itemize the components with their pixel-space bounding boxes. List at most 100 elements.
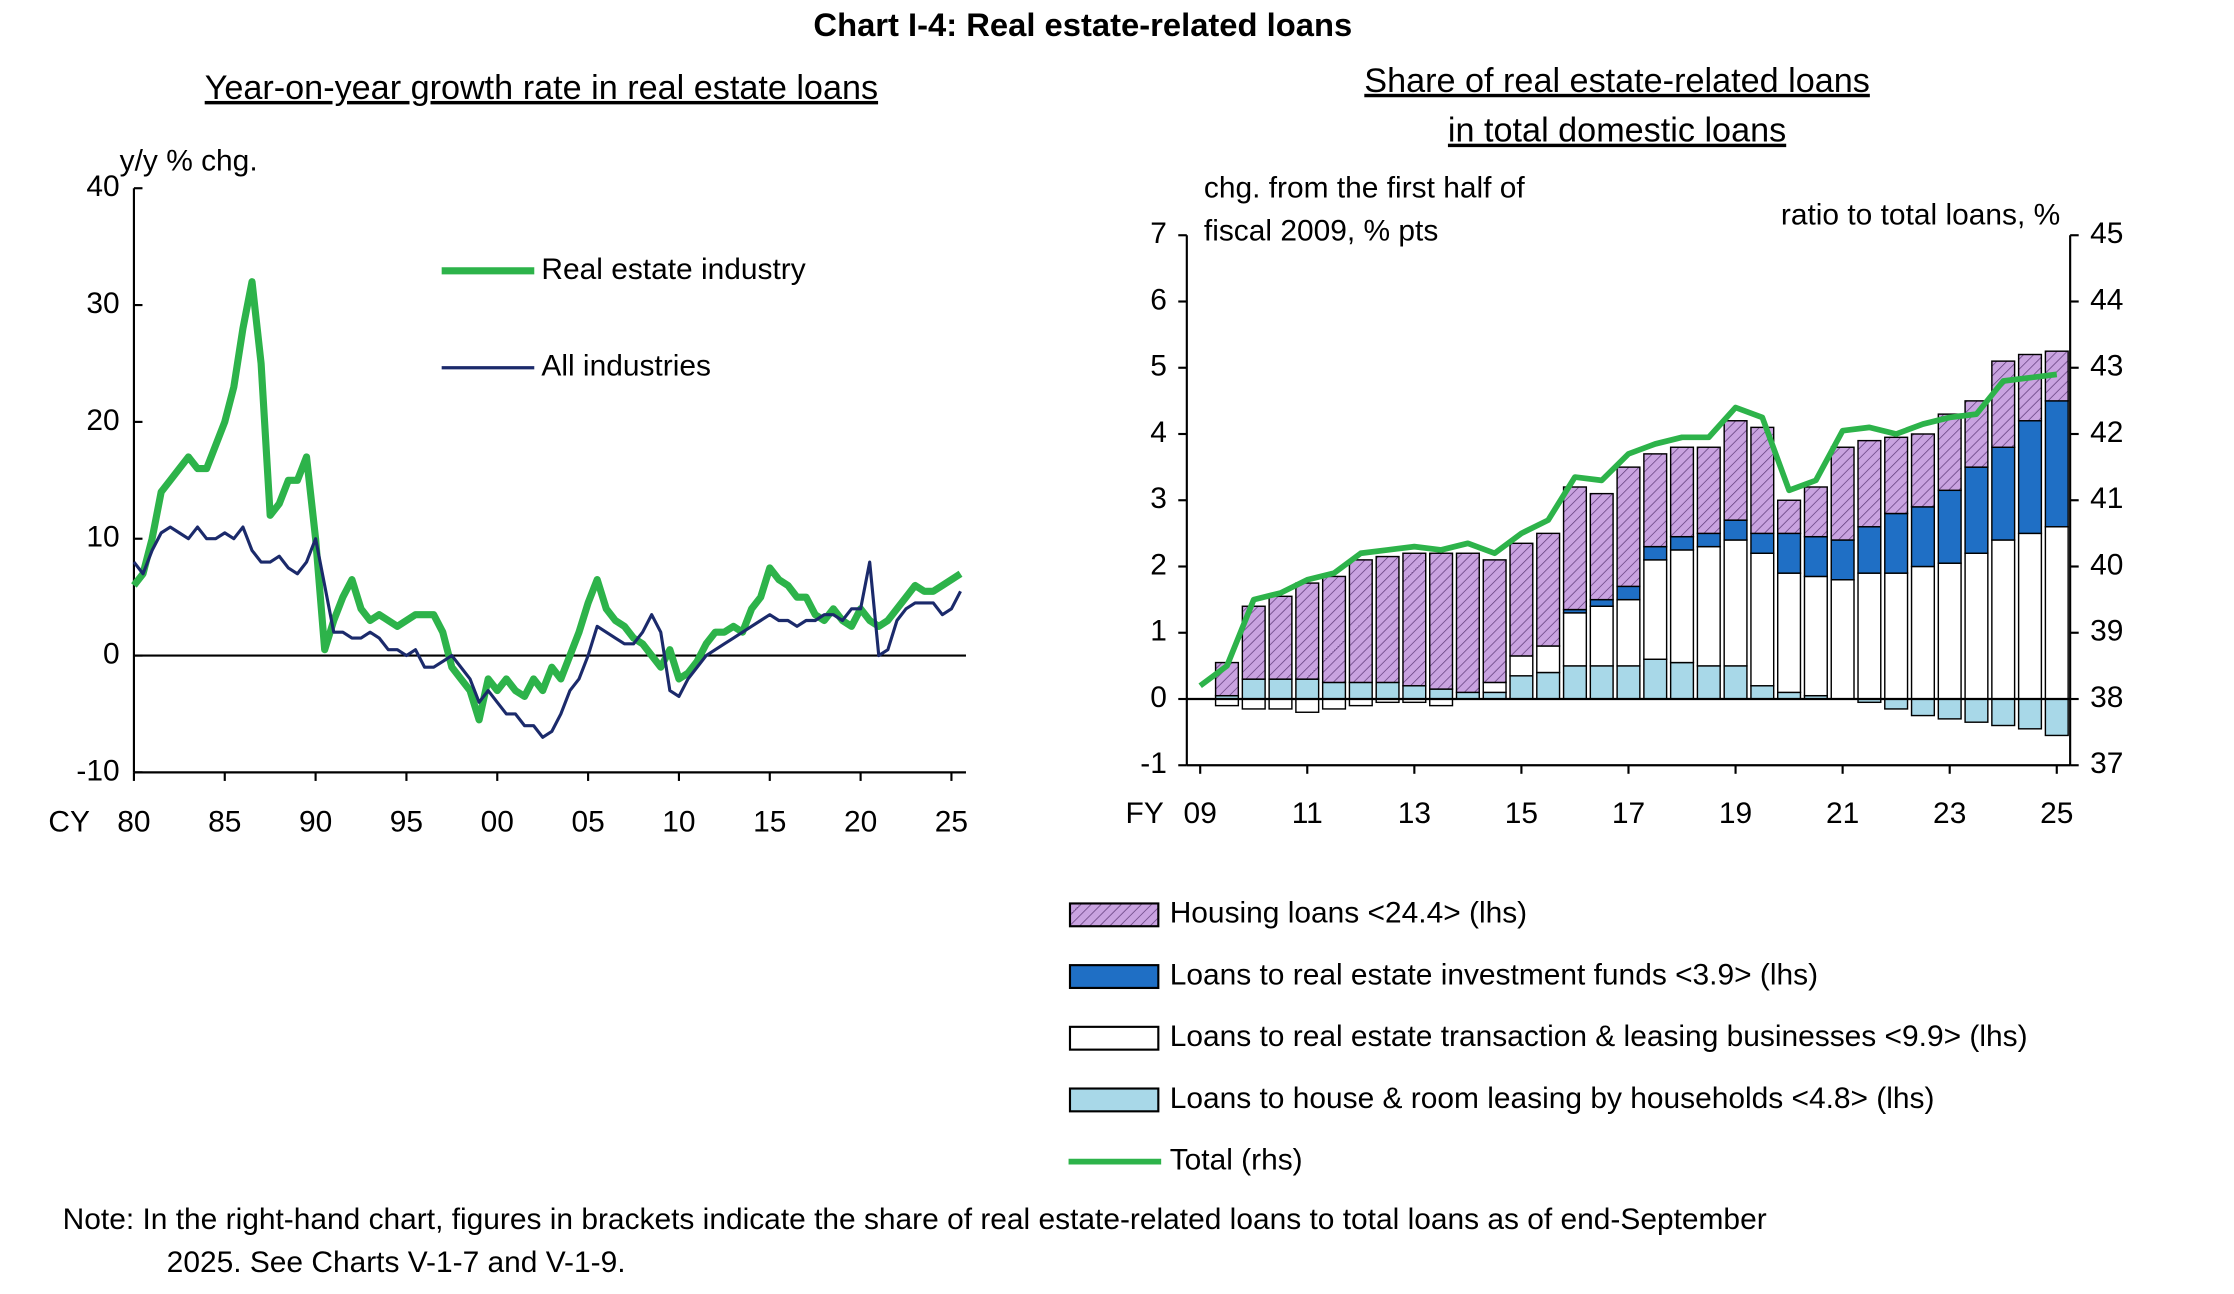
page-title: Chart I-4: Real estate-related loans	[813, 6, 1352, 43]
y2-tick-label: 40	[2090, 548, 2123, 581]
y-tick-label: 6	[1150, 283, 1167, 316]
x-tick-label: 25	[2040, 797, 2073, 830]
bar-segment	[1696, 446, 1721, 535]
bar-segment	[1750, 426, 1775, 535]
x-tick-label: 13	[1398, 797, 1431, 830]
bar-segment	[1589, 665, 1614, 700]
bar-segment	[1643, 545, 1668, 561]
bar-segment	[1562, 612, 1588, 667]
bar-segment	[1750, 552, 1775, 687]
bar-segment	[1884, 436, 1909, 515]
bar-segment	[1777, 499, 1802, 535]
bar-segment	[2017, 532, 2043, 700]
bar-segment	[2044, 400, 2069, 528]
bar-segment	[1803, 575, 1828, 697]
bar-segment	[1803, 486, 1828, 538]
bar-segment	[1750, 685, 1775, 700]
x-tick-label: 15	[1505, 797, 1538, 830]
bar-segment	[1910, 433, 1936, 508]
bar-segment	[1321, 575, 1347, 684]
bar-segment	[1830, 579, 1855, 700]
bar-segment	[1857, 526, 1882, 574]
note: Note: In the right-hand chart, figures i…	[63, 1203, 1767, 1236]
bar-segment	[1268, 698, 1293, 710]
bar-segment	[1696, 545, 1721, 667]
bar-segment	[1750, 532, 1775, 554]
y2-tick-label: 41	[2090, 482, 2123, 515]
y2-tick-label: 39	[2090, 615, 2123, 648]
bar-segment	[1857, 439, 1882, 528]
x-tick-label: 05	[571, 806, 604, 839]
y2-tick-label: 45	[2090, 217, 2123, 250]
bar-segment	[1616, 598, 1641, 667]
bar-segment	[1348, 559, 1373, 684]
bar-segment	[1964, 466, 1989, 554]
bar-segment	[1509, 542, 1534, 657]
bar-segment	[1268, 678, 1293, 700]
x-tick-label: 85	[208, 806, 241, 839]
bar-segment	[1777, 572, 1802, 694]
bar-segment	[1964, 698, 1989, 723]
y-tick-label: 30	[86, 287, 119, 320]
bar-segment	[1937, 413, 1962, 492]
x-axis-label: FY	[1126, 797, 1164, 830]
bar-segment	[1402, 552, 1427, 687]
bar-segment	[1937, 698, 1962, 720]
legend-label: All industries	[541, 350, 711, 383]
chart-title: Share of real estate-related loans	[1364, 62, 1870, 100]
bar-segment	[1991, 446, 2016, 541]
bar-segment	[1616, 585, 1641, 601]
y-tick-label: 7	[1150, 217, 1167, 250]
bar-segment	[1589, 492, 1614, 601]
bar-segment	[1723, 420, 1748, 521]
bar-segment	[1509, 675, 1534, 700]
legend-label: Loans to real estate investment funds <3…	[1170, 958, 1818, 991]
bar-segment	[1884, 698, 1909, 710]
bar-segment	[1295, 698, 1320, 713]
bar-segment	[1455, 552, 1480, 694]
x-axis-label: CY	[48, 806, 90, 839]
bar-segment	[1375, 681, 1400, 700]
legend-swatch	[1068, 902, 1160, 928]
legend-label: Housing loans <24.4> (lhs)	[1170, 897, 1527, 930]
chart-title: in total domestic loans	[1448, 112, 1786, 150]
y2-tick-label: 43	[2090, 350, 2123, 383]
bar-segment	[1991, 539, 2016, 700]
legend-swatch	[1068, 1087, 1160, 1113]
bar-segment	[1723, 539, 1748, 667]
x-tick-label: 11	[1292, 797, 1323, 830]
y-axis-label: y/y % chg.	[120, 144, 258, 177]
bar-segment	[1669, 535, 1695, 551]
bar-segment	[1295, 678, 1320, 700]
bar-segment	[1910, 565, 1936, 700]
x-tick-label: 90	[299, 806, 332, 839]
bar-segment	[1937, 489, 1962, 564]
x-tick-label: 09	[1184, 797, 1217, 830]
data-line	[132, 525, 962, 739]
bar-segment	[1429, 552, 1454, 690]
bar-segment	[1241, 698, 1266, 710]
bar-segment	[1669, 446, 1695, 538]
bar-segment	[1964, 552, 1989, 700]
y-tick-label: 1	[1150, 615, 1167, 648]
x-tick-label: 20	[844, 806, 877, 839]
x-tick-label: 80	[117, 806, 150, 839]
bar-segment	[1830, 539, 1855, 581]
bar-segment	[1669, 661, 1695, 700]
y-tick-label: 4	[1150, 416, 1167, 449]
bar-segment	[1589, 598, 1614, 607]
bar-segment	[2044, 526, 2069, 700]
bar-segment	[1696, 665, 1721, 700]
x-tick-label: 21	[1826, 797, 1859, 830]
bar-segment	[1696, 532, 1721, 548]
y-tick-label: 2	[1150, 548, 1167, 581]
bar-segment	[1321, 681, 1347, 700]
bar-segment	[1991, 360, 2016, 448]
y2-tick-label: 37	[2090, 747, 2123, 780]
data-line	[131, 278, 963, 724]
bar-segment	[1803, 535, 1828, 578]
bar-segment	[1643, 453, 1668, 548]
y2-axis-label: ratio to total loans, %	[1781, 199, 2060, 232]
bar-segment	[1991, 698, 2016, 727]
